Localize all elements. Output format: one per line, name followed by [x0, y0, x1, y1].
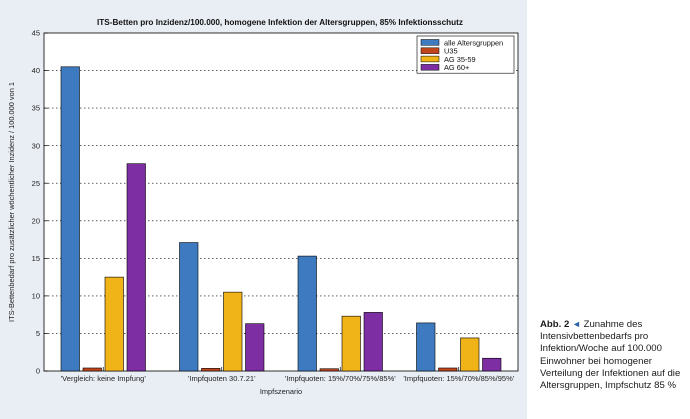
bar [482, 357, 502, 372]
caption-text: Zunahme des Intensivbettenbedarfs pro In… [540, 319, 681, 392]
bars [60, 66, 502, 372]
x-axis-title: Impfszenario [260, 387, 302, 396]
bar [60, 66, 80, 372]
legend-label: alle Altersgruppen [444, 38, 503, 47]
bar [245, 323, 265, 372]
figure-caption: Abb. 2 ◄ Zunahme des Intensivbettenbedar… [540, 318, 688, 392]
bar [104, 276, 124, 372]
x-tick-label: 'Impfquoten: 15%/70%/75%/85%' [285, 374, 396, 383]
y-tick-label: 40 [32, 66, 40, 75]
caption-label: Abb. 2 [540, 319, 570, 330]
y-tick-label: 10 [32, 291, 40, 300]
bar [460, 337, 480, 372]
legend-swatch [420, 47, 440, 54]
bar [416, 322, 436, 372]
legend-swatch [420, 39, 440, 46]
caption-arrow-icon: ◄ [572, 319, 581, 329]
x-tick-label: 'Impfquoten 30.7.21' [188, 374, 256, 383]
bar [438, 367, 458, 372]
bar [179, 242, 199, 372]
legend-swatch [420, 64, 440, 71]
y-axis-ticks: 0 5 10 15 20 25 30 35 40 45 [32, 29, 48, 376]
bar [82, 367, 102, 372]
grid-lines [44, 70, 518, 334]
y-axis-title: ITS-Bettenbedarf pro zusätzlicher wöchen… [7, 82, 16, 322]
bar-chart: ITS-Betten pro Inzidenz/100.000, homogen… [7, 18, 519, 396]
y-tick-label: 15 [32, 254, 40, 263]
x-tick-label: 'Vergleich: keine Impfung' [61, 374, 147, 383]
bar [223, 291, 243, 372]
chart-title: ITS-Betten pro Inzidenz/100.000, homogen… [97, 18, 463, 27]
x-tick-label: 'Impfquoten: 15%/70%/85%/95%' [403, 374, 514, 383]
bar [201, 368, 221, 372]
y-tick-label: 25 [32, 179, 40, 188]
legend-label: U35 [444, 47, 458, 56]
x-axis-ticks: 'Vergleich: keine Impfung' 'Impfquoten 30… [61, 367, 515, 383]
bar [126, 163, 146, 372]
legend-label: AG 60+ [444, 63, 469, 72]
bar [341, 315, 361, 372]
bar [363, 312, 383, 372]
y-tick-label: 20 [32, 216, 40, 225]
legend-label: AG 35-59 [444, 55, 476, 64]
y-tick-label: 30 [32, 141, 40, 150]
bar [297, 255, 317, 372]
y-tick-label: 5 [36, 329, 40, 338]
y-tick-label: 0 [36, 367, 40, 376]
y-tick-label: 35 [32, 104, 40, 113]
bar [319, 368, 339, 372]
y-tick-label: 45 [32, 29, 40, 38]
legend-swatch [420, 55, 440, 63]
